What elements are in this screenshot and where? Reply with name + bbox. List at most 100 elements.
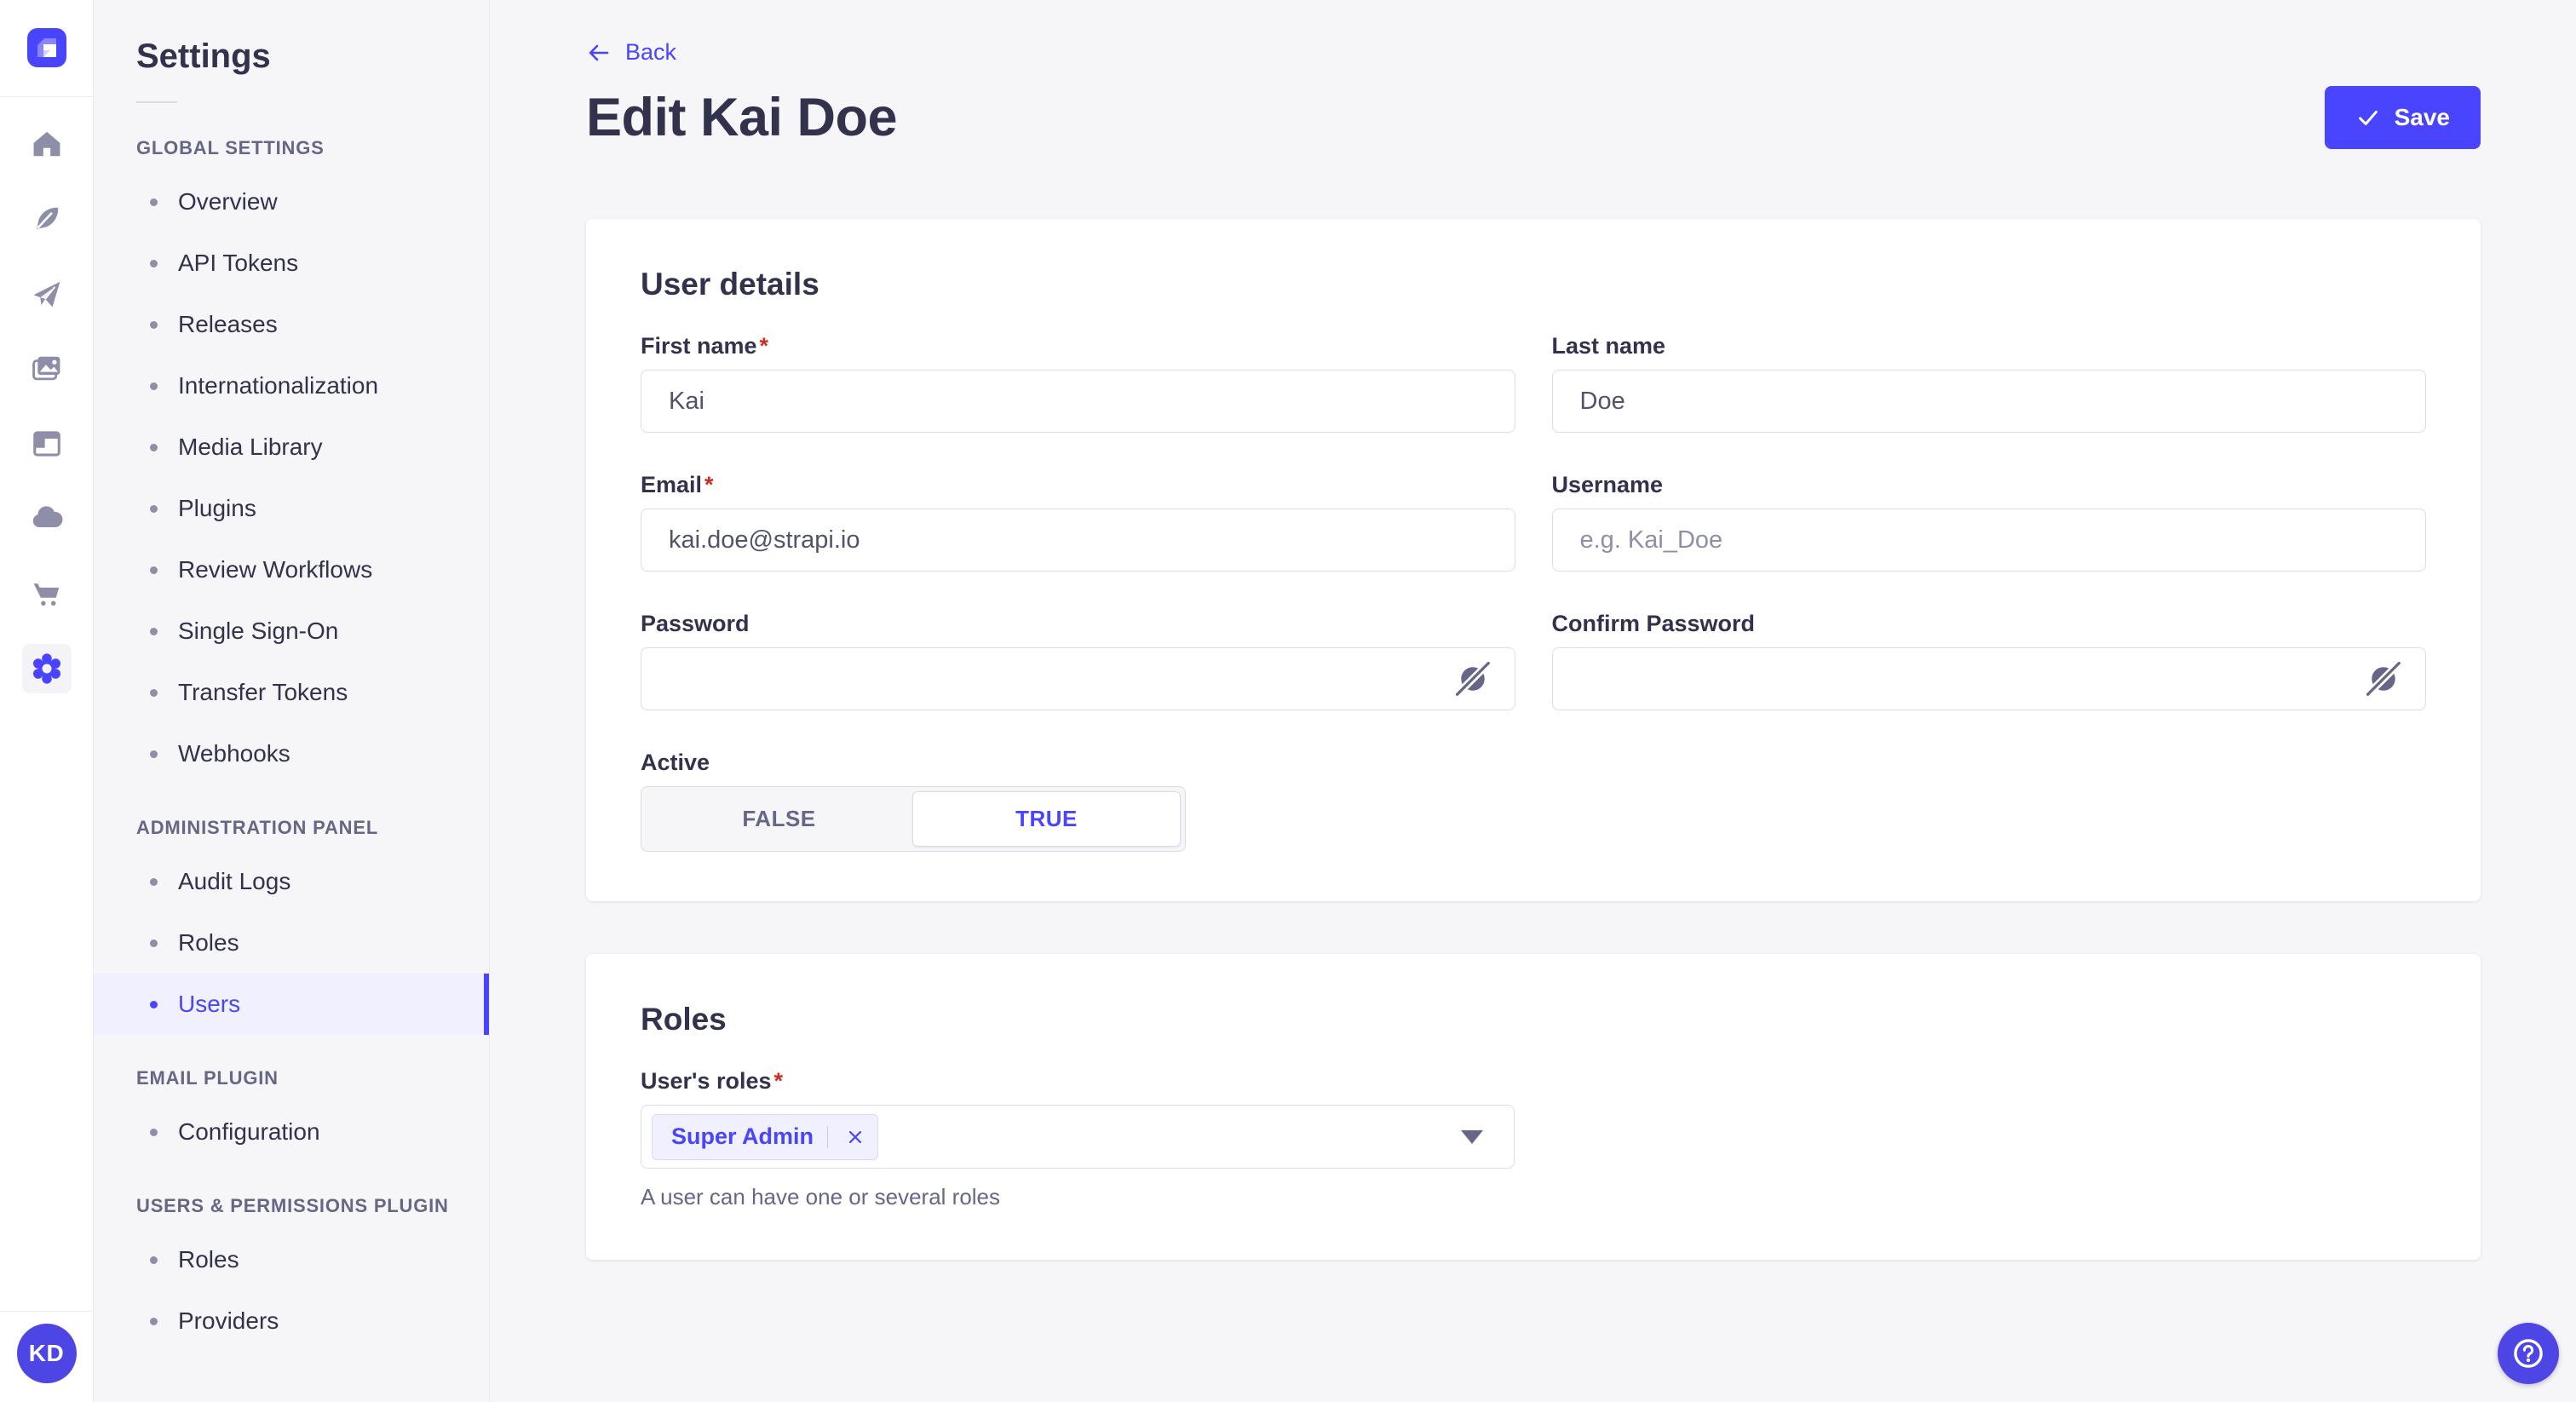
sidebar-item-providers[interactable]: Providers xyxy=(94,1290,489,1352)
cloud-icon[interactable] xyxy=(22,494,72,543)
sidebar-title-rule xyxy=(136,101,177,103)
settings-sidebar: Settings GLOBAL SETTINGS Overview API To… xyxy=(94,0,490,1402)
content-type-builder-icon[interactable] xyxy=(22,194,72,244)
sidebar-item-webhooks[interactable]: Webhooks xyxy=(94,723,489,784)
section-heading-global-settings: GLOBAL SETTINGS xyxy=(136,137,325,158)
sidebar-item-admin-roles[interactable]: Roles xyxy=(94,912,489,974)
sidebar-item-label: API Tokens xyxy=(178,250,299,276)
help-button[interactable] xyxy=(2498,1323,2559,1384)
confirm-password-visibility-toggle[interactable] xyxy=(2363,658,2404,699)
bullet-dot xyxy=(150,750,158,758)
paper-plane-icon[interactable] xyxy=(22,269,72,319)
media-library-icon[interactable] xyxy=(22,344,72,394)
sidebar-item-media-library[interactable]: Media Library xyxy=(94,417,489,478)
username-input[interactable] xyxy=(1551,509,2426,572)
roles-select[interactable]: Super Admin xyxy=(641,1105,1515,1169)
active-toggle-false[interactable]: FALSE xyxy=(646,791,912,847)
tag-divider xyxy=(827,1125,829,1148)
rail-divider xyxy=(0,96,94,97)
sidebar-title: Settings xyxy=(136,37,271,75)
email-plugin-list: Configuration xyxy=(94,1101,489,1163)
required-asterisk: * xyxy=(773,1068,784,1094)
bullet-dot xyxy=(150,939,158,947)
check-icon xyxy=(2358,110,2378,125)
sidebar-item-label: Releases xyxy=(178,311,278,337)
sidebar-item-label: Review Workflows xyxy=(178,556,373,583)
bullet-dot xyxy=(150,198,158,206)
sidebar-item-single-sign-on[interactable]: Single Sign-On xyxy=(94,600,489,662)
sidebar-item-internationalization[interactable]: Internationalization xyxy=(94,355,489,417)
roles-helper-text: A user can have one or several roles xyxy=(641,1184,1001,1210)
sidebar-item-overview[interactable]: Overview xyxy=(94,171,489,233)
global-settings-list: Overview API Tokens Releases Internation… xyxy=(94,171,489,784)
sidebar-item-label: Audit Logs xyxy=(178,868,291,894)
sidebar-item-audit-logs[interactable]: Audit Logs xyxy=(94,851,489,912)
save-button[interactable]: Save xyxy=(2324,86,2481,149)
confirm-password-input[interactable] xyxy=(1551,647,2426,710)
sidebar-item-review-workflows[interactable]: Review Workflows xyxy=(94,539,489,600)
sidebar-item-api-tokens[interactable]: API Tokens xyxy=(94,233,489,294)
sidebar-item-configuration[interactable]: Configuration xyxy=(94,1101,489,1163)
active-label: Active xyxy=(641,750,1515,776)
required-asterisk: * xyxy=(759,333,769,359)
email-input[interactable] xyxy=(641,509,1515,572)
password-input[interactable] xyxy=(641,647,1515,710)
sidebar-item-label: Users xyxy=(178,991,241,1017)
last-name-input[interactable] xyxy=(1551,370,2426,433)
page-title: Edit Kai Doe xyxy=(586,88,898,147)
bullet-dot xyxy=(150,1000,158,1008)
remove-role-button[interactable] xyxy=(838,1120,872,1154)
bullet-dot xyxy=(150,627,158,635)
sidebar-item-label: Media Library xyxy=(178,434,323,460)
sidebar-item-up-roles[interactable]: Roles xyxy=(94,1229,489,1290)
label-text: First name xyxy=(641,333,757,359)
strapi-logo-icon xyxy=(37,38,56,57)
administration-panel-list: Audit Logs Roles Users xyxy=(94,851,489,1035)
user-avatar[interactable]: KD xyxy=(16,1324,77,1383)
bullet-dot xyxy=(150,259,158,267)
rail-bottom-divider xyxy=(0,1311,94,1312)
section-heading-email-plugin: EMAIL PLUGIN xyxy=(136,1067,279,1089)
first-name-field-group: First name * xyxy=(641,333,1515,433)
sidebar-item-label: Roles xyxy=(178,929,239,956)
role-tag-label: Super Admin xyxy=(671,1123,814,1149)
settings-gear-icon[interactable] xyxy=(21,644,72,693)
email-field-group: Email * xyxy=(641,472,1515,572)
username-field-group: Username xyxy=(1551,472,2426,572)
email-label: Email * xyxy=(641,472,1515,498)
label-text: Last name xyxy=(1551,333,1666,359)
first-name-input[interactable] xyxy=(641,370,1515,433)
user-details-card: User details First name* Last name Email… xyxy=(586,219,2481,901)
password-visibility-toggle[interactable] xyxy=(1452,658,1493,699)
eye-slash-icon xyxy=(2366,662,2401,696)
label-text: Password xyxy=(641,611,750,636)
nav-rail: KD xyxy=(0,0,94,1402)
sidebar-item-label: Webhooks xyxy=(178,740,290,767)
sidebar-item-transfer-tokens[interactable]: Transfer Tokens xyxy=(94,662,489,723)
users-roles-label: User's roles * xyxy=(641,1068,2426,1095)
arrow-left-icon xyxy=(589,44,609,60)
sidebar-item-plugins[interactable]: Plugins xyxy=(94,478,489,539)
sidebar-item-releases[interactable]: Releases xyxy=(94,294,489,355)
sidebar-item-label: Configuration xyxy=(178,1118,320,1145)
confirm-password-label: Confirm Password xyxy=(1552,611,2427,637)
bullet-dot xyxy=(150,320,158,329)
content-manager-icon[interactable] xyxy=(22,419,72,468)
bullet-dot xyxy=(150,688,158,697)
strapi-logo[interactable] xyxy=(26,28,66,67)
bullet-dot xyxy=(150,877,158,886)
bullet-dot xyxy=(150,443,158,451)
back-link[interactable]: Back xyxy=(586,39,676,66)
active-toggle-true[interactable]: TRUE xyxy=(912,791,1181,847)
sidebar-item-users[interactable]: Users xyxy=(94,974,489,1035)
last-name-field-group: Last name xyxy=(1551,333,2426,433)
marketplace-cart-icon[interactable] xyxy=(22,569,72,618)
home-icon[interactable] xyxy=(22,119,72,169)
password-label: Password xyxy=(641,611,1515,637)
sidebar-item-label: Internationalization xyxy=(178,372,379,399)
password-field-group: Password xyxy=(641,611,1515,710)
roles-card: Roles User's roles * Super Admin A user c… xyxy=(586,954,2481,1260)
eye-slash-icon xyxy=(1455,662,1490,696)
bullet-dot xyxy=(150,566,158,574)
sidebar-item-label: Providers xyxy=(178,1307,279,1334)
